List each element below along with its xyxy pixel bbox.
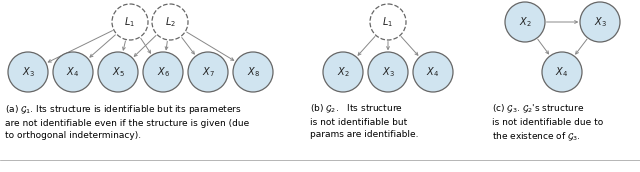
Text: $X_{5}$: $X_{5}$ — [111, 65, 124, 79]
Text: $X_{4}$: $X_{4}$ — [556, 65, 568, 79]
Text: $X_{3}$: $X_{3}$ — [22, 65, 35, 79]
Text: (a) $\mathcal{G}_1$. Its structure is identifiable but its parameters
are not id: (a) $\mathcal{G}_1$. Its structure is id… — [5, 103, 249, 140]
Text: $X_{2}$: $X_{2}$ — [518, 15, 531, 29]
Text: $X_{8}$: $X_{8}$ — [246, 65, 259, 79]
Circle shape — [8, 52, 48, 92]
Circle shape — [413, 52, 453, 92]
Circle shape — [53, 52, 93, 92]
Circle shape — [370, 4, 406, 40]
Text: $X_{6}$: $X_{6}$ — [157, 65, 170, 79]
Text: $X_{4}$: $X_{4}$ — [426, 65, 440, 79]
Circle shape — [143, 52, 183, 92]
Text: $X_{2}$: $X_{2}$ — [337, 65, 349, 79]
Circle shape — [323, 52, 363, 92]
Text: $L_{2}$: $L_{2}$ — [164, 15, 175, 29]
Circle shape — [188, 52, 228, 92]
Text: (b) $\mathcal{G}_2$.   Its structure
is not identifiable but
params are identifi: (b) $\mathcal{G}_2$. Its structure is no… — [310, 103, 419, 139]
Circle shape — [368, 52, 408, 92]
Text: (c) $\mathcal{G}_3$. $\mathcal{G}_2$'s structure
is not identifiable due to
the : (c) $\mathcal{G}_3$. $\mathcal{G}_2$'s s… — [492, 103, 604, 143]
Text: $L_{1}$: $L_{1}$ — [124, 15, 136, 29]
Circle shape — [98, 52, 138, 92]
Text: $X_{3}$: $X_{3}$ — [593, 15, 607, 29]
Circle shape — [580, 2, 620, 42]
Circle shape — [112, 4, 148, 40]
Text: $L_{1}$: $L_{1}$ — [383, 15, 394, 29]
Circle shape — [152, 4, 188, 40]
Text: $X_{4}$: $X_{4}$ — [67, 65, 79, 79]
Circle shape — [505, 2, 545, 42]
Text: $X_{7}$: $X_{7}$ — [202, 65, 214, 79]
Circle shape — [542, 52, 582, 92]
Text: $X_{3}$: $X_{3}$ — [381, 65, 394, 79]
Circle shape — [233, 52, 273, 92]
